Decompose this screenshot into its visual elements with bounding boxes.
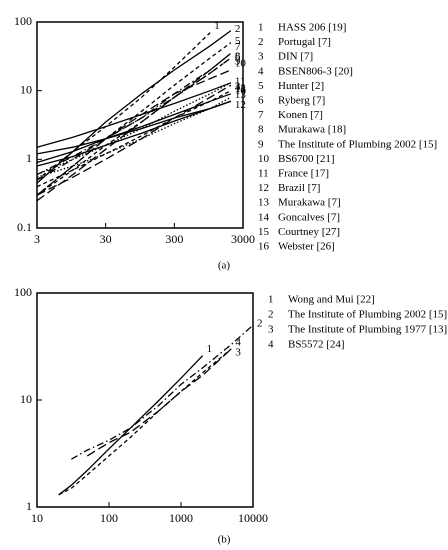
line-label: 1 (214, 20, 220, 32)
legend-number: 6 (258, 95, 264, 107)
y-tick-label: 0.1 (17, 220, 32, 234)
legend-number: 3 (258, 51, 264, 63)
legend-name: BSEN806-3 [20] (278, 65, 353, 77)
legend-number: 7 (258, 109, 264, 121)
legend-name: HASS 206 [19] (278, 22, 346, 34)
y-tick-label: 10 (20, 82, 32, 96)
legend-number: 4 (258, 65, 264, 77)
legend-number: 2 (258, 36, 264, 48)
y-tick-label: 100 (14, 14, 32, 28)
y-tick-label: 1 (26, 151, 32, 165)
line-label: 8 (235, 50, 241, 62)
line-label: 3 (235, 80, 241, 92)
line-label: 15 (235, 83, 247, 95)
legend-number: 1 (258, 22, 264, 34)
x-tick-label: 1000 (169, 511, 193, 525)
line-label: 13 (235, 89, 247, 101)
legend-name: DIN [7] (278, 51, 313, 63)
legend-name: Murakawa [18] (278, 124, 346, 136)
legend-name: France [17] (278, 168, 329, 180)
legend-name: BS6700 [21] (278, 153, 335, 165)
line-label: 12 (235, 99, 246, 111)
series-line (36, 96, 232, 178)
plot-frame (36, 292, 254, 508)
line-label: 2 (257, 318, 263, 330)
line-label: 16 (235, 85, 247, 97)
x-tick-label: 10000 (238, 511, 268, 525)
line-label: 6 (235, 51, 241, 63)
series-line (36, 84, 232, 196)
legend-name: Portugal [7] (278, 36, 331, 48)
legend-name: The Institute of Plumbing 2002 [15] (278, 138, 437, 150)
legend-number: 11 (258, 168, 269, 180)
series-line (36, 57, 232, 196)
legend-name: Courtney [27] (278, 226, 340, 238)
series-line (36, 42, 232, 196)
legend-number: 5 (258, 80, 264, 92)
legend-name: BS5572 [24] (288, 339, 345, 351)
line-label: 14 (235, 83, 247, 95)
legend-number: 8 (258, 124, 264, 136)
legend-name: The Institute of Plumbing 2002 [15] (288, 309, 447, 321)
y-tick-label: 1 (26, 499, 32, 513)
caption: (a) (218, 260, 231, 272)
x-tick-label: 300 (165, 232, 183, 246)
legend-name: Ryberg [7] (278, 95, 325, 107)
legend-number: 14 (258, 211, 270, 223)
x-tick-label: 30 (100, 232, 112, 246)
legend-name: Hunter [2] (278, 80, 324, 92)
line-label: 3 (235, 346, 241, 358)
legend-name: Goncalves [7] (278, 211, 340, 223)
line-label: 5 (235, 35, 241, 47)
plot-frame (36, 21, 244, 229)
series-line (86, 348, 232, 457)
legend-name: Brazil [7] (278, 182, 320, 194)
legend-name: Webster [26] (278, 241, 335, 253)
line-label: 9 (235, 55, 241, 67)
x-tick-label: 10 (31, 511, 43, 525)
legend-number: 13 (258, 197, 270, 209)
series-line (58, 348, 232, 496)
legend-number: 9 (258, 138, 264, 150)
series-line (36, 82, 232, 176)
line-label: 1 (207, 343, 213, 355)
line-label: 7 (235, 41, 241, 53)
x-tick-label: 100 (100, 511, 118, 525)
legend-name: Murakawa [7] (278, 197, 341, 209)
legend-number: 2 (268, 309, 274, 321)
legend-name: Wong and Mui [22] (288, 294, 375, 306)
y-tick-label: 100 (14, 285, 32, 299)
legend-number: 4 (268, 339, 274, 351)
y-tick-label: 10 (20, 392, 32, 406)
legend-number: 16 (258, 241, 270, 253)
series-line (36, 69, 232, 196)
series-line (36, 93, 232, 164)
line-label: 2 (235, 23, 241, 35)
series-line (36, 82, 232, 148)
legend-name: The Institute of Plumbing 1977 [13] (288, 324, 447, 336)
line-label: 4 (235, 336, 241, 348)
legend-number: 1 (268, 294, 274, 306)
series-line (71, 324, 254, 460)
legend-name: Konen [7] (278, 109, 323, 121)
series-line (58, 355, 204, 496)
line-label: 11 (235, 75, 246, 87)
line-label: 4 (235, 81, 241, 93)
x-tick-label: 3 (34, 232, 40, 246)
caption: (b) (218, 534, 231, 546)
legend-number: 10 (258, 153, 270, 165)
legend-number: 12 (258, 182, 269, 194)
legend-number: 15 (258, 226, 270, 238)
x-tick-label: 3000 (231, 232, 255, 246)
line-label: 10 (235, 58, 247, 70)
legend-number: 3 (268, 324, 274, 336)
